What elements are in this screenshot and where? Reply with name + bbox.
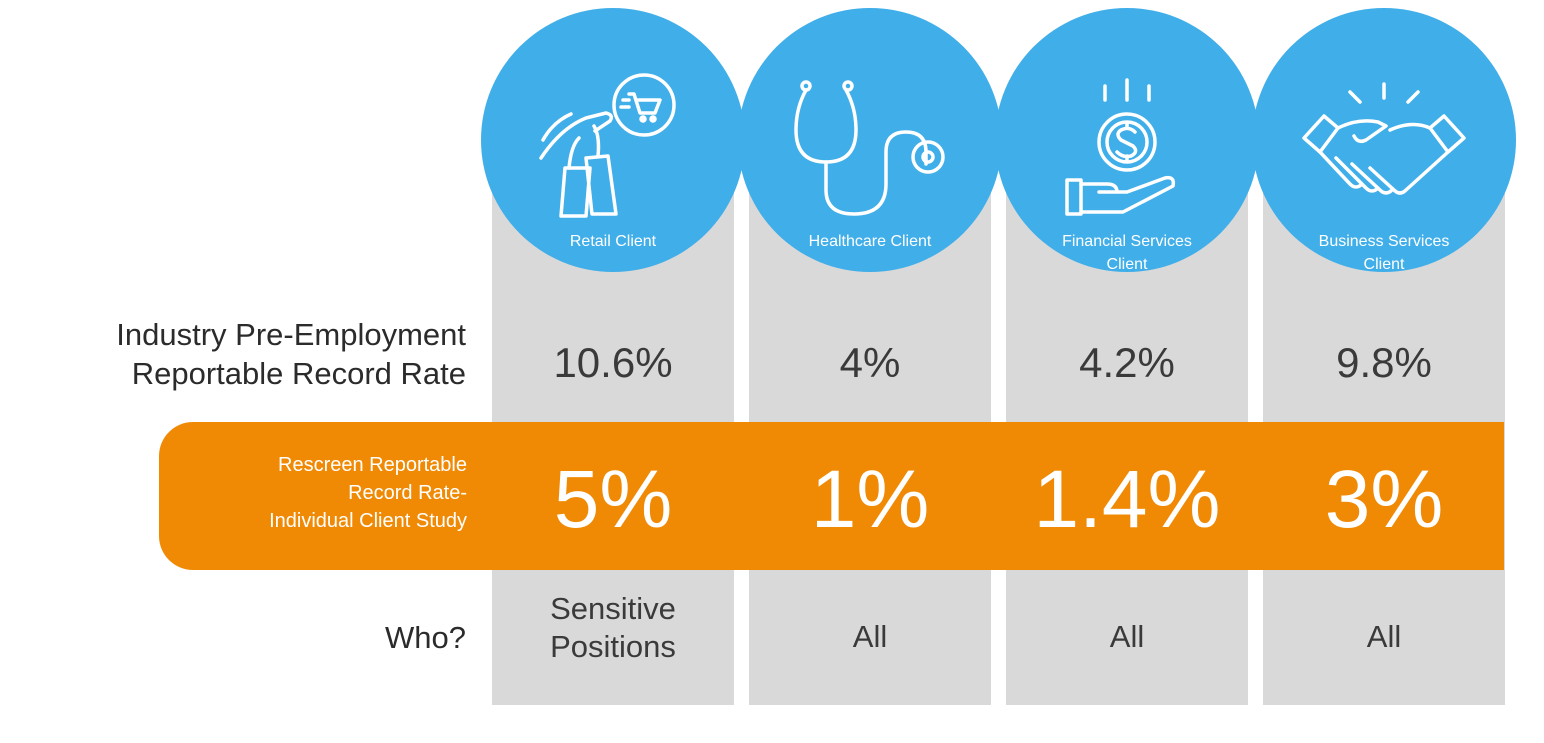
- rescreen-rate-retail: 5%: [553, 454, 673, 545]
- client-label-healthcare: Healthcare Client: [808, 233, 932, 250]
- who-healthcare-line1: All: [852, 619, 888, 654]
- rescreen-label-line2: Record Rate-: [348, 482, 467, 504]
- rescreen-rate-healthcare: 1%: [810, 454, 930, 545]
- who-financial: All: [1006, 618, 1248, 656]
- client-header-healthcare: Healthcare Client: [738, 8, 1002, 272]
- who-retail-line1: Sensitive: [550, 591, 676, 626]
- rescreen-band: [159, 422, 1504, 570]
- industry-rate-business: 9.8%: [1336, 339, 1432, 386]
- client-label-business-line2: Client: [1363, 256, 1405, 273]
- industry-rate-label: Industry Pre-Employment Reportable Recor…: [116, 315, 466, 393]
- client-label-financial: Financial Services: [1062, 233, 1192, 250]
- who-retail: Sensitive Positions: [492, 590, 734, 666]
- rescreen-rate-financial: 1.4%: [1033, 454, 1221, 545]
- rescreen-rate-business: 3%: [1324, 454, 1444, 545]
- client-header-financial: Financial Services Client: [995, 8, 1259, 273]
- who-healthcare: All: [749, 618, 991, 656]
- client-header-business: Business Services Client: [1252, 8, 1516, 273]
- industry-rate-retail: 10.6%: [553, 339, 673, 386]
- who-business: All: [1263, 618, 1505, 656]
- rescreen-label-line3: Individual Client Study: [269, 510, 467, 532]
- industry-rate-label-line1: Industry Pre-Employment: [116, 317, 466, 352]
- industry-rate-label-line2: Reportable Record Rate: [131, 356, 466, 391]
- who-retail-line2: Positions: [550, 629, 676, 664]
- industry-rate-financial: 4.2%: [1079, 339, 1175, 386]
- rescreen-label-line1: Rescreen Reportable: [278, 454, 467, 476]
- industry-rate-healthcare: 4%: [839, 339, 901, 386]
- who-business-line1: All: [1366, 619, 1402, 654]
- who-financial-line1: All: [1109, 619, 1145, 654]
- client-label-business: Business Services: [1318, 233, 1450, 250]
- client-label-retail: Retail Client: [569, 233, 657, 250]
- who-label: Who?: [385, 620, 466, 655]
- rescreen-rate-label: Rescreen Reportable Record Rate- Individ…: [269, 451, 467, 535]
- client-header-retail: Retail Client: [481, 8, 745, 272]
- client-label-financial-line2: Client: [1106, 256, 1148, 273]
